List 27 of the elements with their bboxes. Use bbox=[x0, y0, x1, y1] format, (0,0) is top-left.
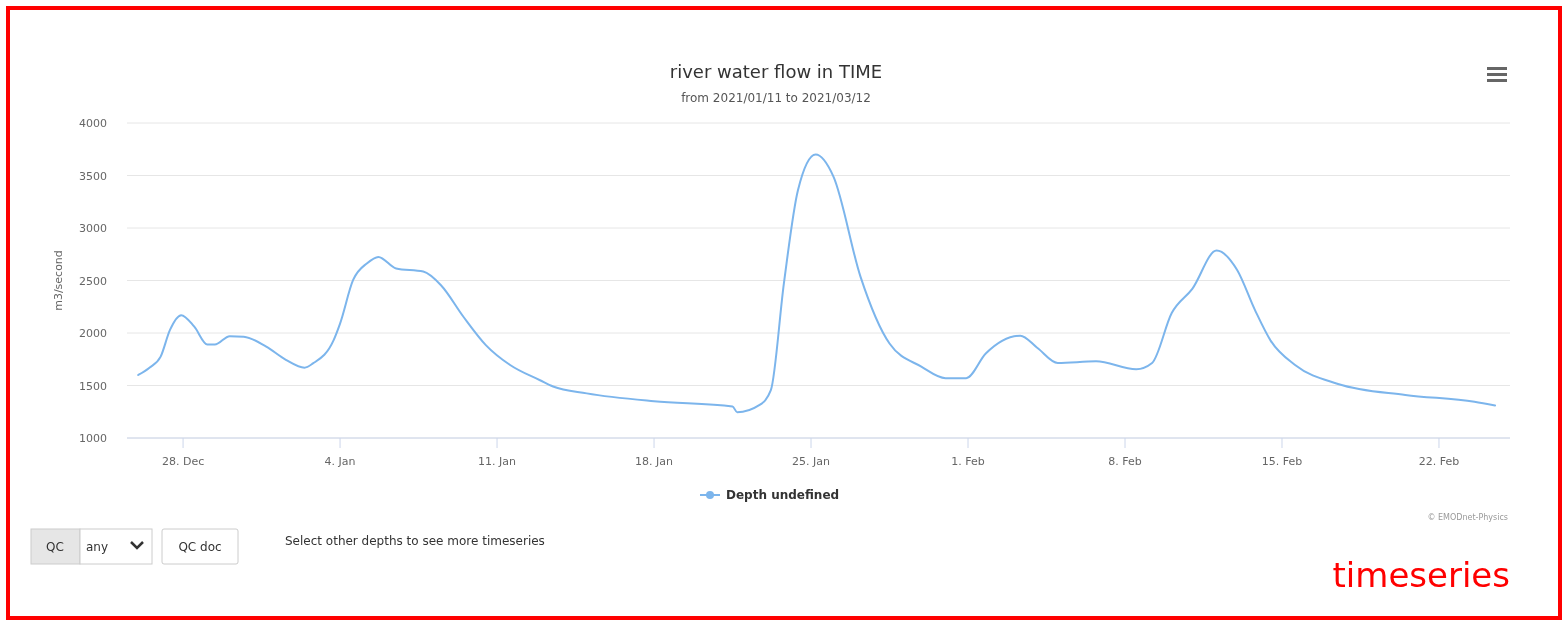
x-tick-label: 25. Jan bbox=[792, 455, 831, 468]
y-tick-label: 2500 bbox=[79, 274, 107, 288]
legend-label: Depth undefined bbox=[726, 488, 840, 502]
x-tick-label: 8. Feb bbox=[1108, 455, 1142, 468]
x-tick-label: 11. Jan bbox=[478, 455, 517, 468]
x-tick-label: 4. Jan bbox=[324, 455, 356, 468]
y-tick-label: 1500 bbox=[79, 379, 107, 393]
y-tick-label: 3500 bbox=[79, 169, 107, 183]
x-tick-label: 15. Feb bbox=[1261, 455, 1303, 468]
line-series bbox=[137, 153, 1497, 414]
y-tick-label: 1000 bbox=[79, 432, 107, 445]
chart-subtitle: from 2021/01/11 to 2021/03/12 bbox=[681, 91, 871, 105]
y-tick-label: 2000 bbox=[79, 327, 107, 340]
text: any bbox=[86, 540, 109, 554]
y-axis-title: m3/second bbox=[52, 250, 65, 311]
x-tick-label: 1. Feb bbox=[951, 455, 985, 468]
y-tick-label: 4000 bbox=[79, 117, 107, 130]
text: QC bbox=[46, 540, 64, 554]
text: timeseries bbox=[1332, 555, 1510, 595]
x-tick-label: 18. Jan bbox=[635, 455, 674, 468]
chart-title: river water flow in TIME bbox=[669, 61, 883, 82]
x-tick-label: 28. Dec bbox=[161, 455, 205, 468]
y-tick-label: 3000 bbox=[79, 222, 107, 235]
text: Select other depths to see more timeseries bbox=[285, 534, 545, 548]
x-tick-label: 22. Feb bbox=[1418, 455, 1460, 468]
text: © EMODnet-Physics bbox=[1427, 513, 1508, 522]
text: QC doc bbox=[178, 540, 222, 554]
